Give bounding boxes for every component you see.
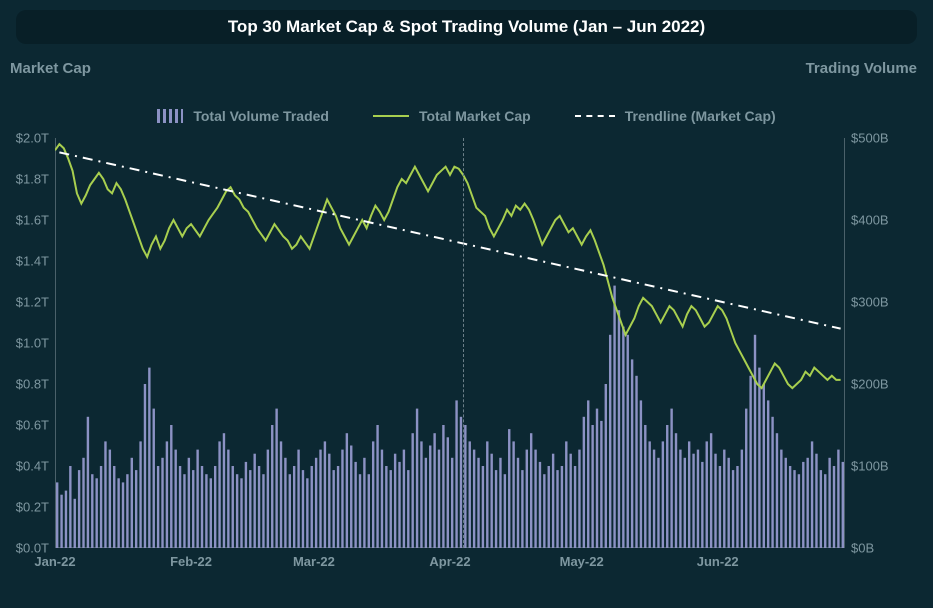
y-left-tick: $1.4T — [16, 254, 49, 269]
chart-card: Top 30 Market Cap & Spot Trading Volume … — [0, 0, 933, 608]
x-tick: Jan-22 — [34, 554, 75, 569]
dash-icon — [575, 115, 615, 117]
y-right-tick: $300B — [851, 295, 889, 310]
legend-item-volume: Total Volume Traded — [157, 108, 329, 124]
x-tick: Feb-22 — [170, 554, 212, 569]
legend-label: Total Market Cap — [419, 108, 531, 124]
y-right-tick: $200B — [851, 377, 889, 392]
y-right-tick: $500B — [851, 131, 889, 146]
x-tick: May-22 — [560, 554, 604, 569]
title-bar: Top 30 Market Cap & Spot Trading Volume … — [16, 10, 917, 44]
line-icon — [373, 115, 409, 117]
y-left-tick: $0.4T — [16, 459, 49, 474]
y-left-tick: $1.6T — [16, 213, 49, 228]
bars-icon — [157, 109, 183, 123]
y-left-tick: $0.2T — [16, 500, 49, 515]
y-left-tick: $0.8T — [16, 377, 49, 392]
y-axis-left-title: Market Cap — [10, 60, 91, 77]
y-left-tick: $1.8T — [16, 172, 49, 187]
y-right-tick: $0B — [851, 541, 874, 556]
x-tick: Apr-22 — [429, 554, 470, 569]
y-left-tick: $1.2T — [16, 295, 49, 310]
chart-svg — [55, 138, 845, 548]
legend-item-trend: Trendline (Market Cap) — [575, 108, 776, 124]
x-tick: Mar-22 — [293, 554, 335, 569]
legend-item-mcap: Total Market Cap — [373, 108, 531, 124]
y-left-tick: $1.0T — [16, 336, 49, 351]
y-right-tick: $400B — [851, 213, 889, 228]
y-right-tick: $100B — [851, 459, 889, 474]
y-left-tick: $2.0T — [16, 131, 49, 146]
plot-area: $0.0T$0.2T$0.4T$0.6T$0.8T$1.0T$1.2T$1.4T… — [55, 138, 845, 548]
y-left-tick: $0.6T — [16, 418, 49, 433]
legend-label: Total Volume Traded — [193, 108, 329, 124]
x-tick: Jun-22 — [697, 554, 739, 569]
legend: Total Volume Traded Total Market Cap Tre… — [0, 108, 933, 124]
legend-label: Trendline (Market Cap) — [625, 108, 776, 124]
highlight-vline — [463, 138, 464, 548]
y-axis-right-title: Trading Volume — [806, 60, 917, 77]
chart-title: Top 30 Market Cap & Spot Trading Volume … — [228, 17, 705, 37]
